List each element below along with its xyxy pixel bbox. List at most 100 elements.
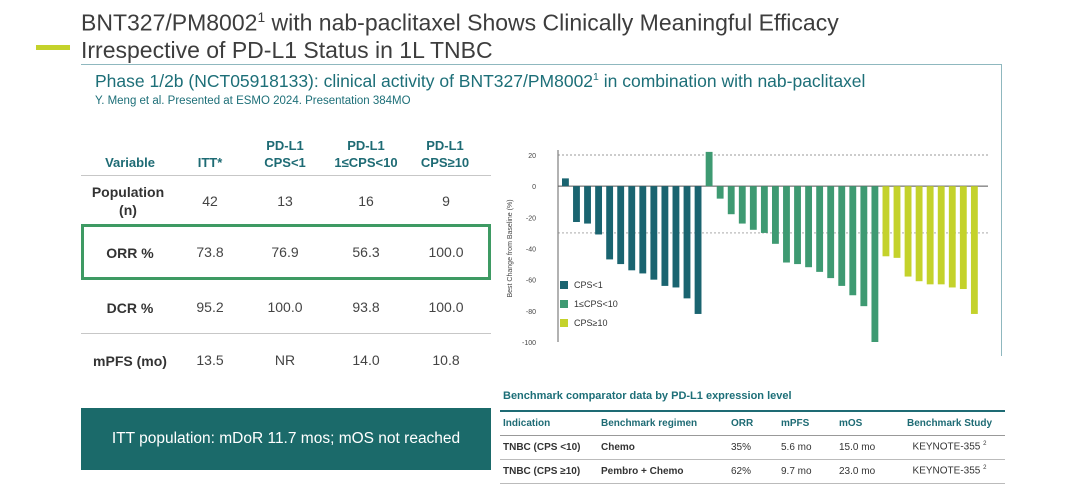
table-cell: 13.5	[196, 352, 224, 368]
waterfall-bar	[893, 186, 901, 258]
waterfall-bar	[827, 186, 835, 279]
waterfall-bar	[849, 186, 857, 296]
table-cell: 56.3	[352, 244, 380, 260]
table-cell: 42	[202, 193, 218, 209]
row-label-orr: ORR %	[106, 245, 154, 261]
table-cell: 76.9	[271, 244, 299, 260]
y-tick-label: -80	[526, 309, 536, 316]
table-cell: 13	[277, 193, 293, 209]
legend-label: 1≤CPS<10	[574, 299, 618, 309]
waterfall-bar	[783, 186, 790, 263]
table-cell: 14.0	[352, 352, 380, 368]
waterfall-bar	[749, 186, 757, 230]
benchmark-header: mOS	[836, 410, 894, 436]
row-label-population: Population (n)	[91, 184, 165, 218]
table-cell: 100.0	[267, 299, 303, 315]
title-accent-bar	[36, 45, 70, 50]
header-itt: ITT*	[197, 155, 223, 170]
benchmark-title: Benchmark comparator data by PD-L1 expre…	[503, 390, 792, 402]
waterfall-bar	[573, 186, 580, 223]
waterfall-bar	[738, 186, 746, 224]
legend-swatch	[560, 319, 568, 327]
waterfall-bar	[904, 186, 912, 277]
waterfall-bar	[915, 186, 923, 282]
orr-highlight-box	[81, 224, 491, 280]
row-label-dcr: DCR %	[106, 300, 154, 316]
waterfall-bar	[595, 186, 603, 235]
waterfall-bar	[716, 186, 724, 199]
legend-label: CPS≥10	[574, 318, 607, 328]
waterfall-bar	[562, 178, 569, 187]
benchmark-cell: 15.0 mo	[836, 435, 894, 460]
table-cell: 73.8	[196, 244, 224, 260]
y-tick-label: -60	[526, 278, 536, 285]
benchmark-cell: 9.7 mo	[778, 459, 836, 484]
waterfall-bar	[584, 186, 591, 224]
y-tick-label: -40	[526, 247, 536, 254]
row-label-mpfs: mPFS (mo)	[93, 353, 167, 369]
panel-title: Phase 1/2b (NCT05918133): clinical activ…	[95, 71, 866, 91]
waterfall-bar	[617, 186, 625, 265]
table-cell: 9	[442, 193, 450, 209]
waterfall-bar	[661, 186, 669, 286]
waterfall-bar	[871, 186, 879, 342]
benchmark-cell: KEYNOTE-355 2	[894, 435, 1005, 460]
table-cell: 100.0	[428, 299, 464, 315]
benchmark-cell: 23.0 mo	[836, 459, 894, 484]
waterfall-bar	[838, 186, 846, 286]
waterfall-bar	[639, 186, 647, 274]
waterfall-bar	[628, 186, 636, 271]
header-cps-ge10: PD-L1 CPS≥10	[420, 138, 470, 170]
waterfall-bar	[816, 186, 824, 272]
y-tick-label: 0	[532, 184, 536, 191]
waterfall-bar	[860, 186, 868, 307]
benchmark-header: Benchmark Study	[894, 410, 1005, 436]
itt-summary-banner: ITT population: mDoR 11.7 mos; mOS not r…	[81, 408, 491, 470]
table-cell: 16	[358, 193, 374, 209]
benchmark-cell: Pembro + Chemo	[598, 459, 728, 484]
benchmark-header: mPFS	[778, 410, 836, 436]
waterfall-bar	[727, 186, 735, 215]
benchmark-cell: TNBC (CPS ≥10)	[500, 459, 598, 484]
waterfall-bar	[606, 186, 614, 260]
waterfall-bar	[805, 186, 813, 268]
legend-swatch	[560, 281, 568, 289]
waterfall-bar	[694, 186, 702, 314]
table-row: TNBC (CPS <10) Chemo 35% 5.6 mo 15.0 mo …	[500, 435, 1005, 460]
waterfall-bar	[772, 186, 779, 244]
waterfall-bar	[959, 186, 967, 290]
benchmark-cell: 35%	[728, 435, 778, 460]
benchmark-header: Benchmark regimen	[598, 410, 728, 436]
benchmark-header: Indication	[500, 410, 598, 436]
waterfall-bar	[937, 186, 945, 285]
waterfall-bar	[926, 186, 934, 285]
waterfall-bar	[794, 186, 801, 265]
panel-citation: Y. Meng et al. Presented at ESMO 2024. P…	[95, 95, 411, 107]
table-divider	[81, 175, 491, 176]
y-tick-label: 20	[528, 153, 536, 160]
waterfall-bar	[948, 186, 956, 288]
benchmark-cell: 62%	[728, 459, 778, 484]
waterfall-bar	[882, 186, 890, 257]
waterfall-bar	[760, 186, 768, 233]
legend-label: CPS<1	[574, 280, 603, 290]
content-panel	[81, 64, 1002, 356]
table-cell: 95.2	[196, 299, 224, 315]
benchmark-header: ORR	[728, 410, 778, 436]
y-axis-label: Best Change from Baseline (%)	[507, 199, 514, 297]
waterfall-bar	[650, 186, 658, 280]
legend-swatch	[560, 300, 568, 308]
header-cps-1-10: PD-L1 1≤CPS<10	[334, 138, 398, 170]
benchmark-cell: TNBC (CPS <10)	[500, 435, 598, 460]
waterfall-bar	[705, 151, 713, 187]
table-divider	[81, 333, 491, 334]
table-cell: 100.0	[428, 244, 464, 260]
y-tick-label: -20	[526, 215, 536, 222]
waterfall-bar	[970, 186, 978, 314]
header-variable: Variable	[105, 155, 155, 170]
header-cps-lt1: PD-L1 CPS<1	[264, 138, 306, 170]
waterfall-chart: 20 0 -20 -40 -60 -80 -100 Best Change from Base…	[507, 150, 988, 347]
slide-title: BNT327/PM80021 with nab-paclitaxel Shows…	[81, 9, 839, 63]
table-cell: 93.8	[352, 299, 380, 315]
waterfall-bar	[683, 186, 691, 299]
